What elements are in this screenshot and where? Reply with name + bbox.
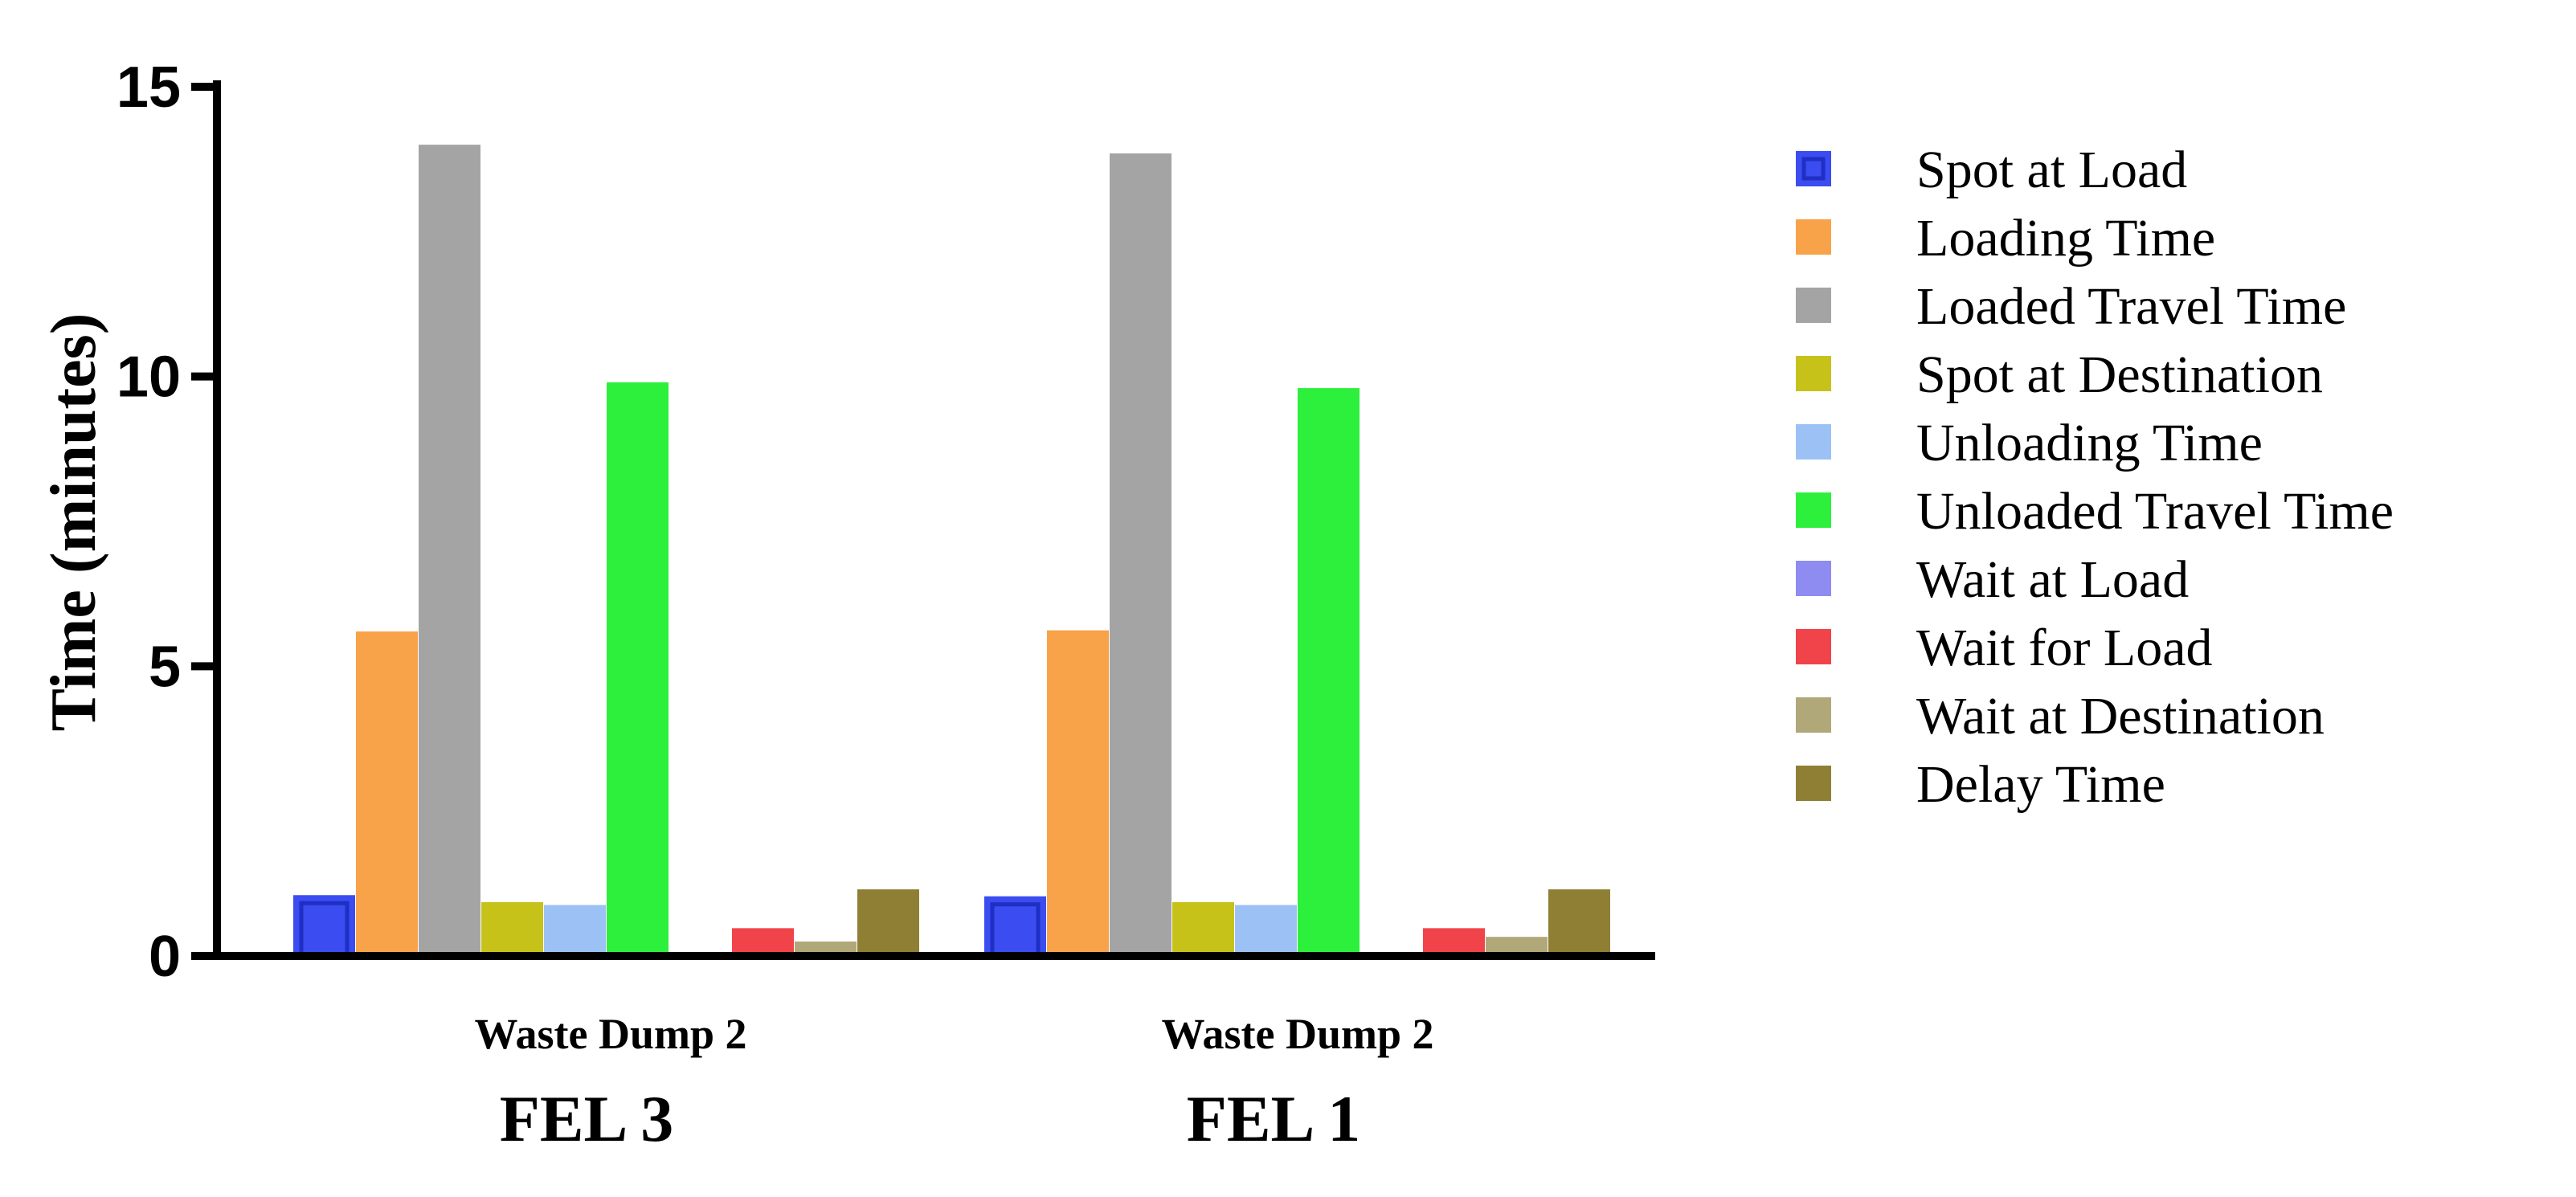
bar-loading-time-fel-3 (356, 631, 418, 956)
bar-loaded-travel-time-fel-3 (419, 145, 480, 957)
x-group-label: FEL 3 (500, 1082, 673, 1155)
bar-wait-for-load-fel-1 (1423, 928, 1485, 956)
y-tick-label: 15 (117, 55, 181, 120)
bar-spot-at-destination-fel-3 (481, 901, 543, 956)
legend-swatch-inner (1801, 157, 1826, 181)
legend-swatch (1796, 356, 1831, 391)
bar-unloading-time-fel-1 (1235, 905, 1297, 956)
y-tick-label: 5 (149, 635, 181, 699)
bar-loading-time-fel-1 (1047, 630, 1109, 956)
bar-delay-time-fel-1 (1548, 889, 1610, 956)
legend-label: Loading Time (1916, 209, 2215, 268)
bar-unloading-time-fel-3 (544, 905, 606, 956)
y-tick-label: 10 (117, 345, 181, 410)
legend-label: Unloading Time (1916, 414, 2263, 472)
y-ticks-layer: 0 5 10 15 (117, 55, 217, 989)
legend-label: Wait at Load (1916, 550, 2189, 609)
legend-label: Spot at Destination (1916, 345, 2323, 404)
legend-swatch (1796, 697, 1831, 733)
legend-label: Spot at Load (1916, 141, 2187, 199)
legend-swatch (1796, 219, 1831, 255)
bar-unloaded-travel-time-fel-3 (607, 382, 669, 956)
legend-swatch (1796, 492, 1831, 528)
y-axis-label: Time (minutes) (39, 313, 109, 732)
bar-wait-at-destination-fel-1 (1486, 937, 1548, 956)
x-labels-layer: Waste Dump 2 FEL 3 Waste Dump 2 FEL 1 (474, 1010, 1433, 1155)
axes-layer (213, 80, 1655, 960)
legend-label: Unloaded Travel Time (1916, 482, 2394, 541)
bar-spot-at-destination-fel-1 (1172, 901, 1234, 956)
bars-layer (293, 145, 1610, 958)
x-category-label: Waste Dump 2 (474, 1010, 746, 1058)
y-tick-label: 0 (149, 925, 181, 989)
legend-label: Wait for Load (1916, 619, 2213, 677)
bar-spot-at-load-fel-3 (293, 895, 355, 956)
bar-wait-for-load-fel-3 (732, 928, 794, 956)
legend-swatch (1796, 424, 1831, 460)
legend-swatch (1796, 766, 1831, 801)
x-category-label: Waste Dump 2 (1161, 1010, 1433, 1058)
bar-unloaded-travel-time-fel-1 (1298, 388, 1360, 956)
legend: Spot at Load Loading Time Loaded Travel Ti… (1796, 141, 2394, 814)
bar-delay-time-fel-3 (857, 889, 919, 956)
legend-swatch (1796, 561, 1831, 596)
bar-loaded-travel-time-fel-1 (1110, 153, 1171, 956)
legend-label: Delay Time (1916, 755, 2165, 814)
legend-swatch (1796, 151, 1831, 186)
legend-swatch (1796, 629, 1831, 664)
x-group-label: FEL 1 (1187, 1082, 1360, 1155)
legend-label: Wait at Destination (1916, 687, 2325, 746)
legend-swatch (1796, 288, 1831, 323)
legend-label: Loaded Travel Time (1916, 277, 2346, 336)
